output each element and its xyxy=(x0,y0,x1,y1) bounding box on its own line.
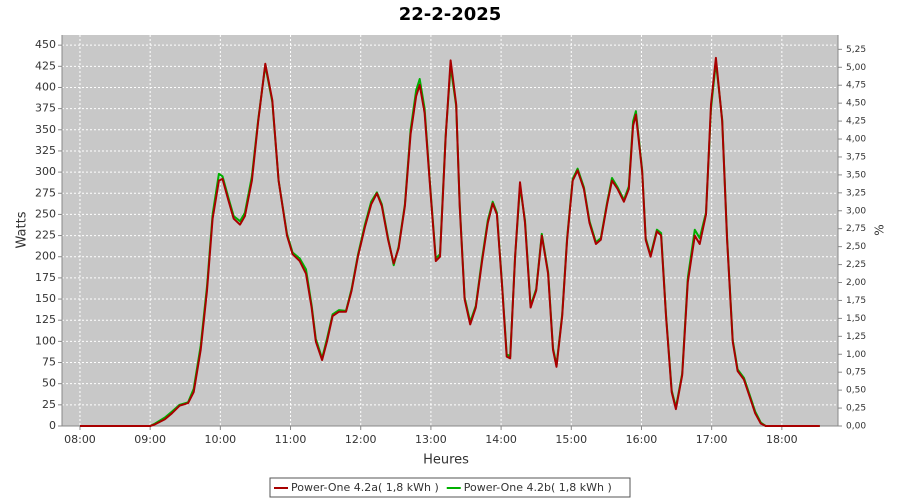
y-tick-label: 0 xyxy=(49,419,56,432)
chart-title: 22-2-2025 xyxy=(399,4,502,25)
y-tick-label: 100 xyxy=(35,334,56,347)
y-axis-label: Watts xyxy=(15,211,30,248)
y-tick-label: 250 xyxy=(35,207,56,220)
plot-area xyxy=(62,35,838,426)
legend-label: Power-One 4.2a( 1,8 kWh ) xyxy=(291,481,439,494)
y-tick-label: 325 xyxy=(35,144,56,157)
y2-tick-label: 1,75 xyxy=(846,296,866,306)
y2-axis-label: % xyxy=(873,224,887,235)
y2-tick-label: 2,25 xyxy=(846,260,866,270)
y-tick-label: 275 xyxy=(35,186,56,199)
x-tick-label: 09:00 xyxy=(134,433,166,446)
y2-tick-label: 4,00 xyxy=(846,135,866,145)
y-tick-label: 300 xyxy=(35,165,56,178)
series-line xyxy=(80,56,820,427)
y2-tick-label: 3,25 xyxy=(846,188,866,198)
x-axis-label: Heures xyxy=(423,453,469,468)
x-tick-label: 14:00 xyxy=(485,433,517,446)
y2-tick-label: 2,00 xyxy=(846,278,866,288)
y-tick-label: 150 xyxy=(35,292,56,305)
x-tick-label: 15:00 xyxy=(555,433,587,446)
y2-tick-label: 3,00 xyxy=(846,206,866,216)
x-tick-label: 08:00 xyxy=(64,433,96,446)
legend-label: Power-One 4.2b( 1,8 kWh ) xyxy=(464,481,612,494)
y2-tick-label: 0,50 xyxy=(846,386,866,396)
x-tick-label: 17:00 xyxy=(696,433,728,446)
y-tick-label: 175 xyxy=(35,271,56,284)
y-tick-label: 50 xyxy=(42,377,56,390)
y-tick-label: 425 xyxy=(35,59,56,72)
y2-tick-label: 3,50 xyxy=(846,170,866,180)
y2-tick-label: 0,25 xyxy=(846,404,866,414)
x-tick-label: 18:00 xyxy=(766,433,798,446)
y2-tick-label: 0,00 xyxy=(846,422,866,432)
y2-tick-label: 4,25 xyxy=(846,117,866,127)
y-tick-label: 400 xyxy=(35,80,56,93)
y-tick-label: 450 xyxy=(35,38,56,51)
y2-tick-label: 5,25 xyxy=(846,45,866,55)
x-tick-label: 16:00 xyxy=(626,433,658,446)
y-tick-label: 350 xyxy=(35,123,56,136)
y2-tick-label: 2,75 xyxy=(846,224,866,234)
y2-tick-label: 5,00 xyxy=(846,63,866,73)
y2-tick-label: 1,00 xyxy=(846,350,866,360)
y-tick-label: 75 xyxy=(42,356,56,369)
y2-tick-label: 2,50 xyxy=(846,242,866,252)
y-tick-label: 25 xyxy=(42,398,56,411)
x-tick-label: 13:00 xyxy=(415,433,447,446)
y2-tick-label: 4,50 xyxy=(846,99,866,109)
y2-tick-label: 0,75 xyxy=(846,368,866,378)
y2-tick-label: 4,75 xyxy=(846,81,866,91)
x-tick-label: 10:00 xyxy=(204,433,236,446)
y2-tick-label: 1,50 xyxy=(846,314,866,324)
y-tick-label: 125 xyxy=(35,313,56,326)
y-tick-label: 225 xyxy=(35,229,56,242)
y-tick-label: 375 xyxy=(35,102,56,115)
y-tick-label: 200 xyxy=(35,250,56,263)
y2-tick-label: 1,25 xyxy=(846,332,866,342)
y2-tick-label: 3,75 xyxy=(846,152,866,162)
x-tick-label: 11:00 xyxy=(275,433,307,446)
x-tick-label: 12:00 xyxy=(345,433,377,446)
